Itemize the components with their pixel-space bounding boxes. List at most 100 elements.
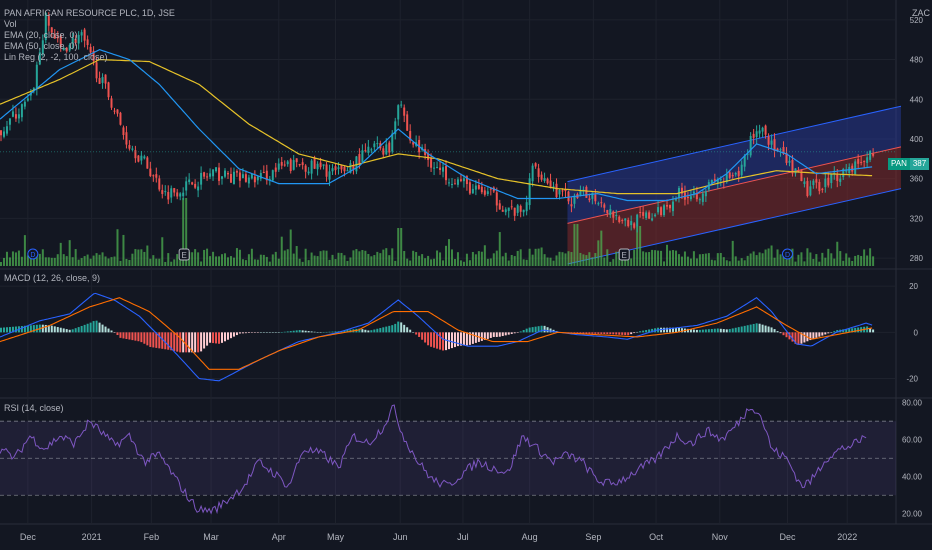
volume-bar <box>630 258 633 266</box>
volume-bar <box>567 251 570 266</box>
volume-bar <box>842 260 845 266</box>
volume-bar <box>683 251 686 266</box>
candle-body <box>830 173 833 183</box>
x-tick-label: Oct <box>649 532 664 542</box>
macd-histogram-bar <box>776 331 779 333</box>
macd-histogram-bar <box>373 329 376 333</box>
candle-body <box>824 178 827 188</box>
volume-bar <box>221 254 224 266</box>
candle-body <box>615 214 618 216</box>
macd-histogram-bar <box>845 328 848 333</box>
volume-bar <box>543 254 546 266</box>
candle-body <box>525 202 528 212</box>
candle-body <box>364 150 367 152</box>
macd-histogram-bar <box>119 332 122 338</box>
macd-histogram-bar <box>131 332 134 341</box>
macd-histogram-bar <box>707 329 710 333</box>
last-price-value: 387 <box>909 158 930 170</box>
volume-bar <box>767 248 770 266</box>
macd-histogram-bar <box>244 332 247 334</box>
macd-histogram-bar <box>146 332 149 346</box>
macd-histogram-bar <box>319 332 322 333</box>
candle-body <box>23 101 26 107</box>
macd-histogram-bar <box>716 328 719 333</box>
regression-center-line <box>567 146 902 224</box>
macd-histogram-bar <box>2 327 5 333</box>
candle-body <box>663 205 666 216</box>
volume-bar <box>253 259 256 266</box>
candle-body <box>761 127 764 132</box>
volume-bar <box>421 254 424 266</box>
macd-histogram-bar <box>77 327 80 333</box>
candle-body <box>448 182 450 184</box>
candle-body <box>618 216 621 223</box>
macd-histogram-bar <box>576 332 579 334</box>
macd-histogram-bar <box>468 332 471 345</box>
candle-body <box>746 153 749 155</box>
volume-bar <box>38 253 41 266</box>
volume-bar <box>203 249 206 266</box>
volume-bar <box>860 255 863 266</box>
macd-histogram-bar <box>752 323 755 333</box>
volume-bar <box>552 260 555 266</box>
x-tick-label: Dec <box>779 532 796 542</box>
volume-bar <box>382 249 385 266</box>
candle-body <box>648 212 651 219</box>
macd-histogram-bar <box>621 332 624 335</box>
candle-body <box>403 107 406 116</box>
macd-histogram-bar <box>531 327 534 333</box>
candle-body <box>98 78 101 84</box>
candle-body <box>546 178 549 184</box>
volume-bar <box>331 254 334 266</box>
volume-bar <box>316 256 319 266</box>
macd-histogram-bar <box>328 331 331 333</box>
volume-bar <box>110 257 113 266</box>
volume-bar <box>806 248 809 266</box>
candle-body <box>74 39 77 43</box>
volume-bar <box>59 242 62 266</box>
indicator-label-linreg: Lin Reg (2, -2, 100, close) <box>4 52 108 62</box>
candle-body <box>624 218 627 221</box>
candle-body <box>250 173 253 179</box>
candle-body <box>394 121 397 135</box>
macd-histogram-bar <box>456 332 459 347</box>
macd-histogram-bar <box>630 332 633 335</box>
macd-histogram-bar <box>382 327 385 333</box>
volume-bar <box>361 250 364 266</box>
macd-histogram-bar <box>98 322 101 333</box>
macd-histogram-bar <box>749 324 752 333</box>
volume-bar <box>376 251 379 266</box>
volume-bar <box>259 254 262 266</box>
price-tick-label: 440 <box>910 95 924 104</box>
candle-body <box>719 179 722 181</box>
x-tick-label: May <box>327 532 345 542</box>
candle-body <box>573 195 576 204</box>
candle-body <box>400 104 403 106</box>
macd-histogram-bar <box>854 327 857 333</box>
candle-body <box>224 170 226 177</box>
candle-body <box>56 37 59 39</box>
volume-bar <box>250 248 253 266</box>
macd-histogram-bar <box>20 326 23 333</box>
x-tick-label: Jul <box>457 532 469 542</box>
macd-histogram-bar <box>785 332 788 338</box>
macd-histogram-bar <box>277 332 280 333</box>
volume-bar <box>710 259 713 266</box>
volume-bar <box>549 257 552 266</box>
volume-bar <box>857 254 860 266</box>
volume-bar <box>403 250 406 266</box>
candle-body <box>776 148 779 152</box>
indicator-label-volume: Vol <box>4 19 17 29</box>
candle-body <box>158 178 161 190</box>
candle-body <box>857 158 860 164</box>
volume-bar <box>869 248 872 266</box>
volume-bar <box>92 255 95 266</box>
volume-bar <box>489 258 492 266</box>
volume-bar <box>809 252 812 266</box>
rsi-tick-label: 40.00 <box>902 473 923 482</box>
macd-histogram-bar <box>68 329 71 333</box>
macd-histogram-bar <box>636 331 639 333</box>
candle-body <box>836 174 839 181</box>
candle-body <box>442 167 445 172</box>
